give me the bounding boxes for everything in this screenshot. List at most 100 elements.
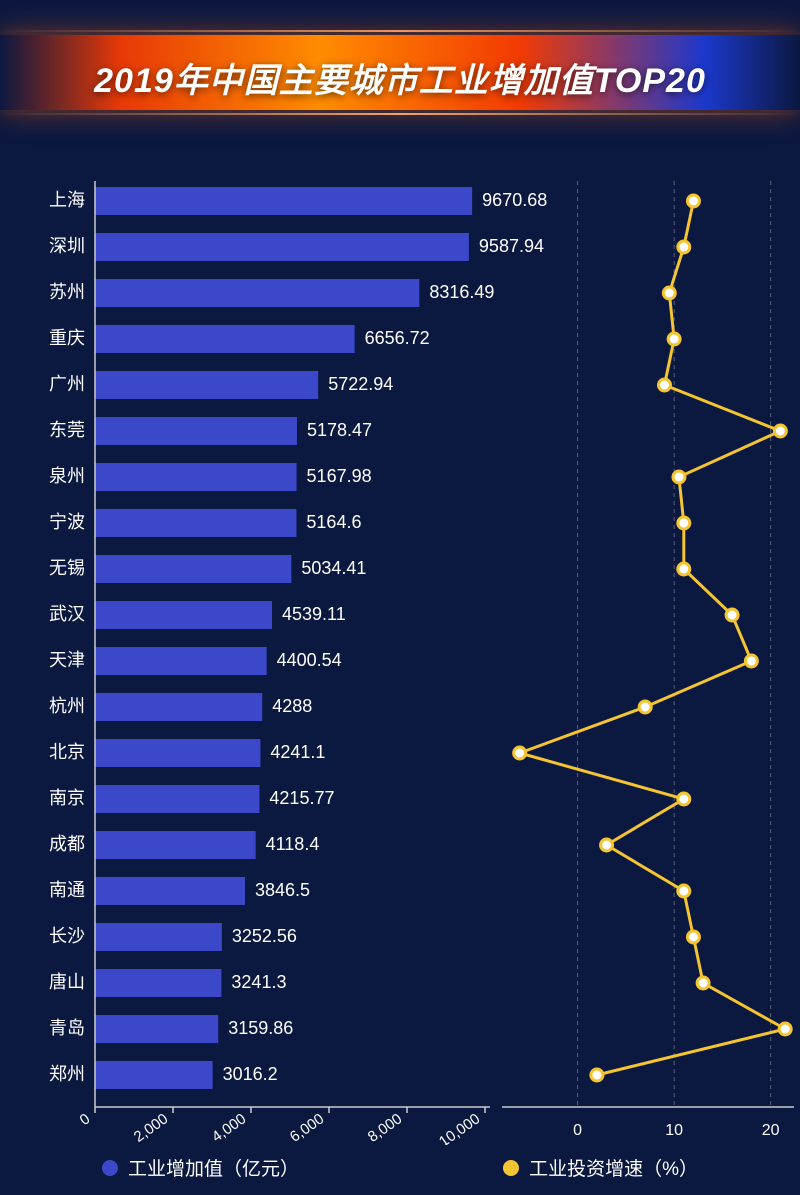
growth-line (520, 201, 786, 1075)
line-marker (673, 471, 685, 483)
bar (95, 877, 245, 905)
line-marker (726, 609, 738, 621)
line-marker (697, 977, 709, 989)
line-marker (779, 1023, 791, 1035)
bar (95, 1015, 218, 1043)
bar-value-label: 4288 (272, 696, 312, 716)
line-marker (678, 517, 690, 529)
line-axis-tick: 0 (573, 1122, 582, 1139)
bar-value-label: 4241.1 (270, 742, 325, 762)
city-label: 宁波 (49, 512, 85, 532)
bar-value-label: 4400.54 (277, 650, 342, 670)
bar (95, 923, 222, 951)
line-marker (658, 379, 670, 391)
bar (95, 969, 221, 997)
bar-axis-tick: 4,000 (209, 1110, 250, 1145)
bar-axis-tick: 6,000 (287, 1110, 328, 1145)
line-marker (678, 563, 690, 575)
city-label: 深圳 (49, 236, 85, 256)
bar-axis-tick: 0 (77, 1110, 94, 1129)
bar-value-label: 3159.86 (228, 1018, 293, 1038)
line-axis-tick: 10 (665, 1122, 683, 1139)
bar (95, 647, 267, 675)
bar-value-label: 8316.49 (429, 282, 494, 302)
bar-value-label: 4215.77 (269, 788, 334, 808)
bar (95, 325, 355, 353)
line-marker (745, 655, 757, 667)
bar (95, 417, 297, 445)
bar (95, 509, 296, 537)
line-marker (687, 931, 699, 943)
city-label: 南京 (49, 788, 85, 808)
legend: 工业增加值（亿元） 工业投资增速（%） (0, 1154, 800, 1181)
legend-bar-label: 工业增加值（亿元） (128, 1154, 299, 1181)
bar-axis-tick: 10,000 (436, 1110, 483, 1145)
city-label: 杭州 (49, 696, 85, 716)
city-label: 北京 (49, 742, 85, 762)
bar-value-label: 4118.4 (266, 834, 320, 854)
bar-value-label: 6656.72 (365, 328, 430, 348)
city-label: 南通 (49, 880, 85, 900)
bar-value-label: 3252.56 (232, 926, 297, 946)
bar-value-label: 5034.41 (301, 558, 366, 578)
city-label: 苏州 (49, 282, 85, 302)
line-marker (601, 839, 613, 851)
line-marker (591, 1069, 603, 1081)
city-label: 无锡 (49, 558, 85, 578)
bar (95, 693, 262, 721)
line-marker (678, 793, 690, 805)
city-label: 郑州 (49, 1064, 85, 1084)
line-marker (678, 885, 690, 897)
city-label: 武汉 (49, 604, 85, 624)
line-marker (687, 195, 699, 207)
legend-line: 工业投资增速（%） (503, 1154, 698, 1181)
line-marker (514, 747, 526, 759)
bar-value-label: 5722.94 (328, 374, 393, 394)
bar (95, 463, 297, 491)
city-label: 成都 (49, 834, 85, 854)
city-label: 长沙 (49, 926, 85, 946)
city-label: 重庆 (49, 328, 85, 348)
bar-value-label: 5178.47 (307, 420, 372, 440)
bar (95, 279, 419, 307)
legend-line-label: 工业投资增速（%） (529, 1154, 698, 1181)
bar (95, 831, 256, 859)
bar-value-label: 5167.98 (307, 466, 372, 486)
bar-value-label: 4539.11 (282, 604, 346, 624)
bar (95, 187, 472, 215)
city-label: 东莞 (49, 420, 85, 440)
city-label: 青岛 (49, 1018, 85, 1038)
city-label: 唐山 (49, 972, 85, 992)
line-marker (668, 333, 680, 345)
line-marker (663, 287, 675, 299)
chart-svg: 上海 9670.68 深圳 9587.94 苏州 8316.49 重庆 6656.72 广州 57… (0, 175, 800, 1145)
city-label: 泉州 (49, 466, 85, 486)
bar-axis-tick: 8,000 (365, 1110, 406, 1145)
bar (95, 233, 469, 261)
header-accent-top (0, 30, 800, 32)
bar-axis-tick: 2,000 (131, 1110, 172, 1145)
bar-value-label: 3846.5 (255, 880, 310, 900)
line-axis-tick: 20 (762, 1122, 780, 1139)
bar (95, 601, 272, 629)
bar-value-label: 3016.2 (223, 1064, 278, 1084)
bar-value-label: 5164.6 (306, 512, 361, 532)
bar (95, 371, 318, 399)
bar-value-label: 9587.94 (479, 236, 544, 256)
bar (95, 785, 259, 813)
bar (95, 555, 291, 583)
chart-header: 2019年中国主要城市工业增加值TOP20 (0, 0, 800, 155)
city-label: 上海 (49, 190, 85, 210)
line-marker (678, 241, 690, 253)
bar-value-label: 9670.68 (482, 190, 547, 210)
legend-line-dot (503, 1160, 519, 1176)
legend-bar-dot (102, 1160, 118, 1176)
bar (95, 1061, 213, 1089)
bar-value-label: 3241.3 (231, 972, 286, 992)
city-label: 天津 (49, 650, 85, 670)
header-accent-bottom (0, 113, 800, 115)
bar (95, 739, 260, 767)
city-label: 广州 (49, 374, 85, 394)
line-marker (774, 425, 786, 437)
line-marker (639, 701, 651, 713)
